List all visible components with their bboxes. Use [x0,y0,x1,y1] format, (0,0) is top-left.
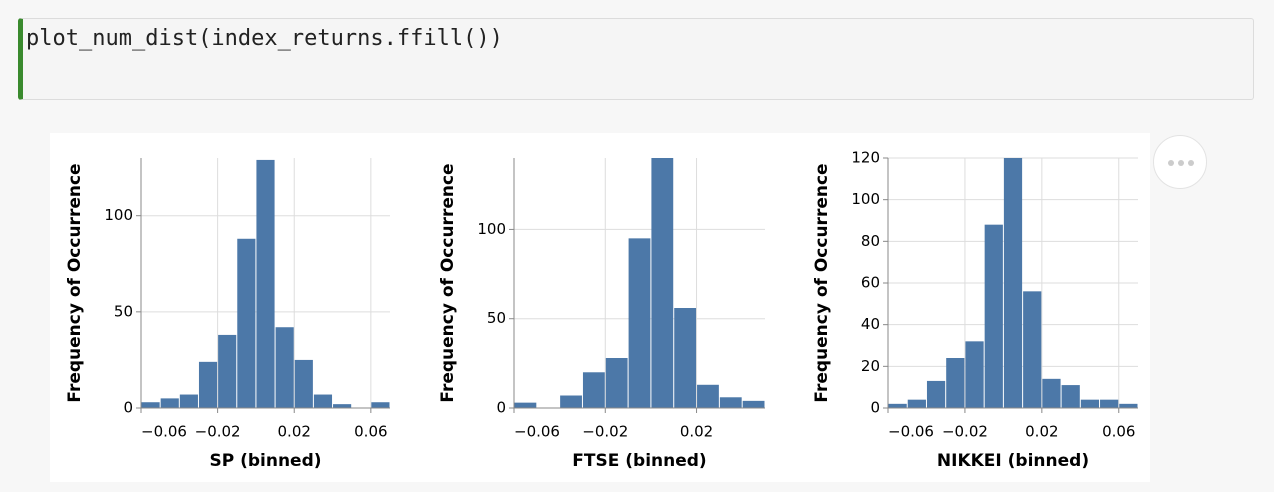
code-cell[interactable] [18,18,1254,100]
ellipsis-icon [1168,160,1194,166]
actions-menu-button[interactable] [1153,135,1207,189]
code-text: plot_num_dist(index_returns.ffill()) [26,26,503,51]
output-area [50,133,1150,482]
